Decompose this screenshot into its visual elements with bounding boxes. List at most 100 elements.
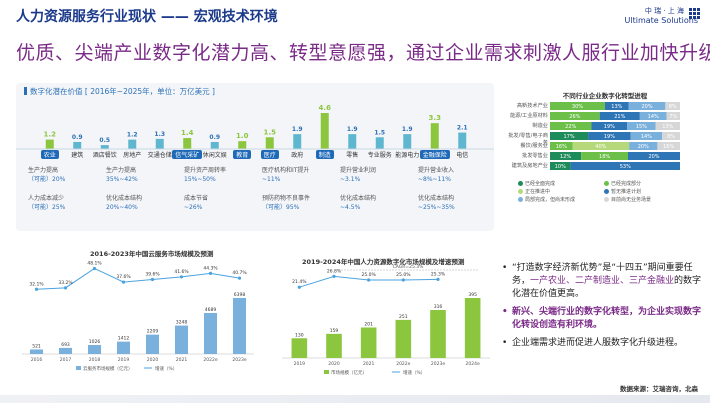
growth-label: 32.1% bbox=[29, 281, 44, 287]
stack-segment bbox=[572, 142, 630, 150]
industry-label: 金融保险 bbox=[419, 150, 450, 159]
stack-segment-label: 14% bbox=[648, 114, 659, 120]
value-label: 1.9 bbox=[292, 126, 303, 133]
x-tick: 2024e bbox=[466, 361, 480, 367]
data-source: 数据来源：艾瑞咨询，北森 bbox=[620, 385, 698, 393]
bar bbox=[58, 347, 73, 354]
legend-bar-swatch bbox=[76, 366, 81, 370]
stack-segment-label: 7% bbox=[669, 114, 677, 120]
bar-value: 6398 bbox=[234, 292, 246, 298]
stack-segment bbox=[666, 112, 680, 120]
stack-segment bbox=[665, 102, 680, 110]
bar-value: 1412 bbox=[118, 336, 130, 342]
stack-segment bbox=[655, 122, 680, 130]
growth-label: 26.8% bbox=[327, 268, 342, 274]
bar bbox=[29, 349, 44, 354]
value-label: 0.9 bbox=[72, 134, 83, 141]
stack-segment bbox=[604, 102, 629, 110]
growth-point bbox=[237, 276, 242, 280]
bar bbox=[145, 334, 160, 354]
stack-row-label: 餐饮/服务业 bbox=[520, 143, 548, 149]
bar bbox=[360, 327, 377, 358]
stack-segment bbox=[581, 152, 628, 160]
metric-card: 医疗机构和IT提升 ~11% 预防药物不良事件 （可能）95% bbox=[262, 167, 311, 211]
growth-point bbox=[332, 274, 336, 278]
legend-swatch-icon bbox=[604, 197, 609, 202]
value-bar bbox=[265, 137, 274, 149]
x-tick: 2019 bbox=[118, 357, 130, 363]
x-tick: 2021 bbox=[176, 357, 188, 363]
stack-chart-title: 不同行业企业数字化转型进程 bbox=[562, 92, 648, 100]
industry-label: 酒店餐饮 bbox=[92, 152, 117, 159]
stack-segment bbox=[550, 142, 573, 150]
stack-segment-label: 21% bbox=[614, 114, 625, 120]
legend-item: 正在推进中 bbox=[518, 188, 550, 195]
legend-swatch-icon bbox=[518, 181, 523, 186]
x-tick: 2023e bbox=[232, 357, 246, 363]
value-label: 1.4 bbox=[181, 129, 194, 137]
stack-segment bbox=[627, 122, 656, 130]
growth-point bbox=[401, 278, 405, 282]
growth-point bbox=[34, 287, 39, 291]
bar-value: 521 bbox=[32, 343, 41, 349]
x-tick: 2020 bbox=[328, 361, 340, 367]
page-title: 人力资源服务行业现状 —— 宏观技术环境 bbox=[16, 9, 278, 25]
bar-value: 130 bbox=[295, 332, 304, 338]
legend-bar-label: 市场规模（亿元） bbox=[331, 369, 367, 376]
industry-label: 建筑 bbox=[71, 152, 84, 159]
growth-point bbox=[208, 271, 213, 276]
growth-label: 25.3% bbox=[431, 271, 446, 277]
value-label: 1.3 bbox=[154, 131, 165, 138]
logo-grid-icon bbox=[689, 8, 700, 19]
brand-logo: 中 瑞 · 上 海 Ultimate Solutions bbox=[625, 6, 700, 26]
growth-point bbox=[367, 278, 371, 282]
metric-card: 生产力提高 35%~42% 优化成本结构 20%~40% bbox=[106, 167, 143, 211]
legend-item: 已经完成部分 bbox=[604, 180, 641, 187]
stack-segment-label: 18% bbox=[599, 154, 610, 160]
growth-point bbox=[179, 275, 184, 279]
x-tick: 2021 bbox=[363, 361, 375, 367]
industry-label: 政府 bbox=[291, 152, 304, 159]
metric-card: 提升营业收入 ~8%~11% 优化成本结构 ~25%~35% bbox=[418, 167, 455, 211]
value-bar bbox=[100, 145, 109, 149]
growth-label: 37.6% bbox=[116, 274, 131, 280]
stack-segment bbox=[550, 152, 582, 160]
metric-card: 提升资产周转率 15%~50% 成本节省 ~26% bbox=[184, 167, 227, 211]
bar-value: 316 bbox=[434, 304, 443, 310]
stack-segment-label: 19% bbox=[604, 124, 615, 130]
industry-label: 信气采矿 bbox=[172, 150, 203, 159]
x-tick: 2023e bbox=[431, 361, 445, 367]
stack-segment-label: 14% bbox=[641, 134, 652, 140]
stack-segment-label: 20% bbox=[648, 154, 659, 160]
growth-point bbox=[121, 280, 126, 284]
growth-label: 44.3% bbox=[203, 265, 218, 271]
industry-label: 零售 bbox=[346, 152, 359, 159]
value-label: 1.0 bbox=[236, 132, 249, 140]
hr-chart-title: 2019-2024年中国人力资源数字化市场规模及增速预测 bbox=[302, 258, 465, 266]
x-tick: 2022e bbox=[396, 361, 410, 367]
industry-label: 交通仓储 bbox=[147, 152, 172, 159]
value-label: 0.9 bbox=[209, 134, 220, 141]
value-bar bbox=[128, 139, 137, 149]
stack-segment-label: 8% bbox=[669, 104, 677, 110]
value-bar bbox=[458, 132, 467, 149]
industry-label: 休闲文娱 bbox=[202, 152, 227, 159]
bar bbox=[87, 345, 102, 354]
stack-segment-label: 30% bbox=[572, 104, 583, 110]
value-bar bbox=[348, 134, 357, 149]
value-label: 1.9 bbox=[402, 126, 413, 133]
value-bar bbox=[430, 123, 439, 149]
legend-line-label: 增速（%） bbox=[155, 365, 177, 372]
value-label: 1.5 bbox=[264, 128, 277, 136]
stack-segment-label: 22% bbox=[565, 124, 576, 130]
growth-label: 25.0% bbox=[362, 272, 377, 278]
growth-label: 48.1% bbox=[87, 260, 102, 266]
industry-label: 房地产 bbox=[123, 152, 142, 159]
x-tick: 2022e bbox=[203, 357, 217, 363]
bar bbox=[430, 310, 446, 358]
bar-value: 2209 bbox=[147, 329, 159, 335]
stack-segment bbox=[588, 132, 631, 140]
bar bbox=[291, 338, 308, 358]
stack-segment bbox=[639, 112, 667, 120]
legend-item: 目前尚无业务场景 bbox=[604, 196, 651, 203]
